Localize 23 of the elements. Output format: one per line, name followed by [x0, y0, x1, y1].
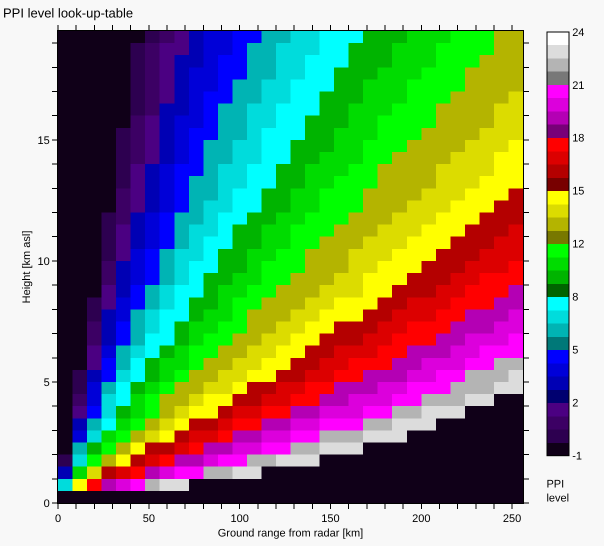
y-tick-label: 15	[38, 134, 50, 147]
color-bar-label: 18	[572, 132, 584, 145]
y-tick-label: 10	[38, 256, 50, 268]
x-tick-label: 100	[230, 513, 249, 526]
y-tick-label: 0	[44, 498, 50, 510]
color-bar-title: PPI level	[546, 478, 570, 505]
color-bar-label: 2	[572, 398, 578, 410]
color-bar-label: 21	[572, 80, 584, 92]
x-tick-label: 50	[142, 513, 155, 526]
color-bar-label: 15	[572, 186, 584, 198]
x-tick-label: 250	[502, 513, 522, 526]
color-bar-label: 12	[572, 238, 584, 251]
y-axis-title: Height [km asl]	[21, 230, 34, 304]
x-tick-label: 0	[54, 513, 62, 526]
color-bar-label: 24	[572, 26, 584, 39]
color-bar-label: 8	[572, 292, 578, 304]
chart-title: PPI level look-up-table	[3, 5, 134, 20]
x-tick-label: 150	[321, 513, 340, 526]
color-bar-label: 5	[572, 344, 578, 357]
color-bar-label: -1	[572, 450, 582, 462]
x-axis-title: Ground range from radar [km]	[218, 527, 364, 540]
y-tick-label: 5	[44, 376, 50, 389]
x-tick-label: 200	[412, 513, 430, 526]
